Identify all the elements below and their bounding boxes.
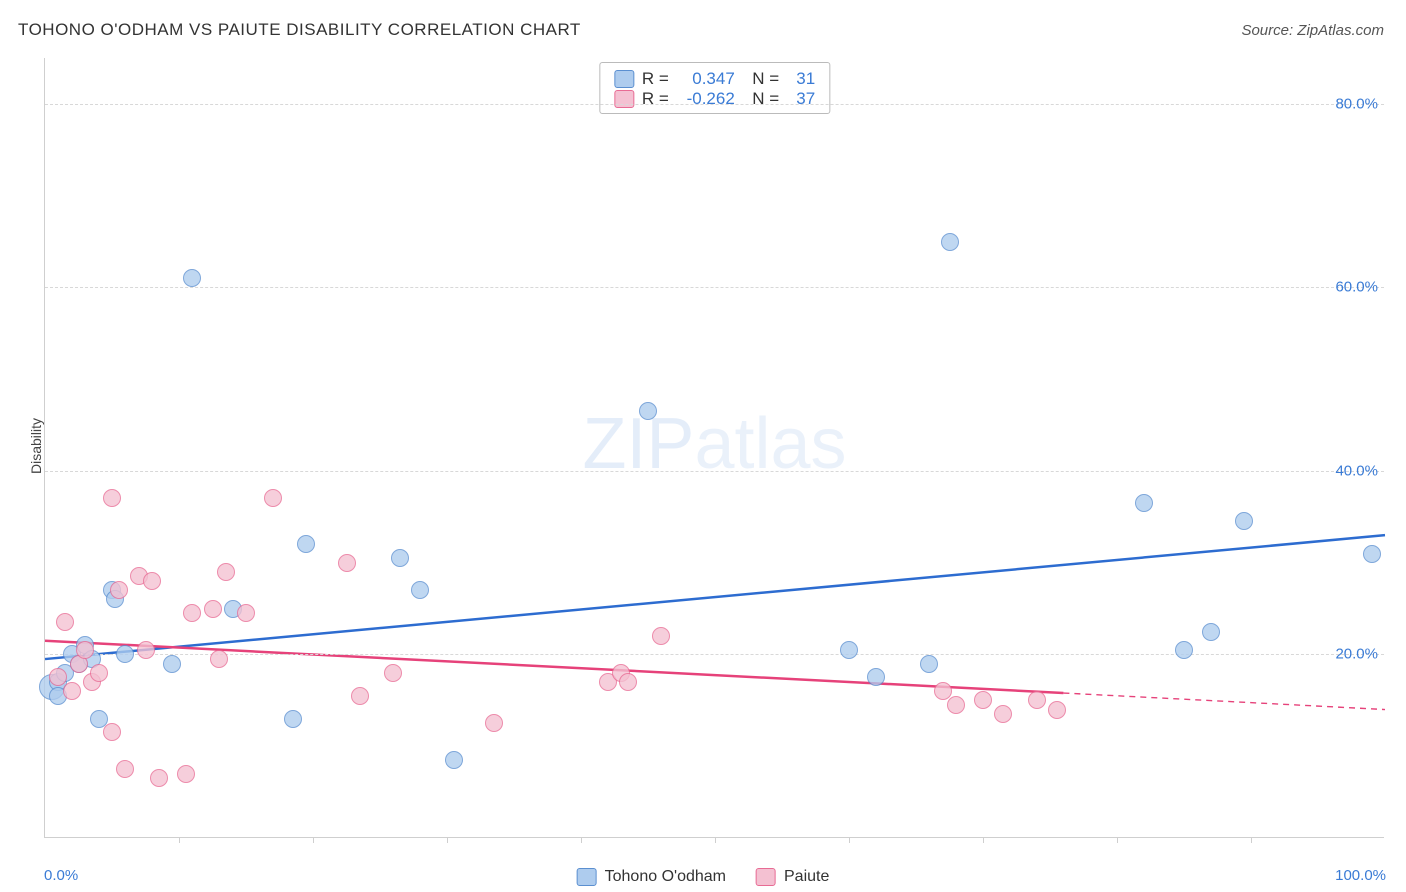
scatter-point: [485, 714, 503, 732]
scatter-point: [840, 641, 858, 659]
scatter-point: [177, 765, 195, 783]
scatter-point: [63, 682, 81, 700]
scatter-point: [183, 269, 201, 287]
scatter-point: [56, 613, 74, 631]
y-axis-tick: 20.0%: [1335, 646, 1378, 663]
scatter-point: [103, 489, 121, 507]
scatter-point: [947, 696, 965, 714]
scatter-point: [1048, 701, 1066, 719]
trend-line: [45, 641, 1063, 693]
x-axis-tick-start: 0.0%: [44, 867, 78, 884]
y-axis-tick: 80.0%: [1335, 95, 1378, 112]
scatter-point: [619, 673, 637, 691]
scatter-point: [137, 641, 155, 659]
scatter-point: [284, 710, 302, 728]
scatter-point: [1235, 512, 1253, 530]
scatter-point: [116, 760, 134, 778]
chart-container: TOHONO O'ODHAM VS PAIUTE DISABILITY CORR…: [0, 0, 1406, 892]
x-axis-tick-end: 100.0%: [1335, 867, 1386, 884]
scatter-point: [163, 655, 181, 673]
scatter-point: [411, 581, 429, 599]
plot-area: ZIPatlas R = 0.347 N = 31R = -0.262 N = …: [44, 58, 1384, 838]
trend-lines: [45, 58, 1385, 838]
scatter-point: [867, 668, 885, 686]
scatter-point: [384, 664, 402, 682]
x-axis-minor-tick: [983, 837, 984, 843]
scatter-point: [103, 723, 121, 741]
scatter-point: [1202, 623, 1220, 641]
x-axis-minor-tick: [715, 837, 716, 843]
y-axis-tick: 40.0%: [1335, 462, 1378, 479]
scatter-point: [974, 691, 992, 709]
scatter-point: [204, 600, 222, 618]
legend-swatch: [577, 868, 597, 886]
scatter-point: [237, 604, 255, 622]
series-legend: Tohono O'odham Paiute: [577, 868, 830, 886]
scatter-point: [941, 233, 959, 251]
scatter-point: [391, 549, 409, 567]
scatter-point: [116, 645, 134, 663]
trend-line-extrapolated: [1063, 693, 1385, 710]
scatter-point: [1028, 691, 1046, 709]
legend-label: Tohono O'odham: [605, 868, 726, 885]
scatter-point: [183, 604, 201, 622]
x-axis-minor-tick: [581, 837, 582, 843]
source-attribution: Source: ZipAtlas.com: [1241, 22, 1384, 39]
legend-item: Tohono O'odham: [577, 868, 726, 886]
scatter-point: [1363, 545, 1381, 563]
x-axis-minor-tick: [849, 837, 850, 843]
scatter-point: [76, 641, 94, 659]
gridline: [45, 287, 1384, 288]
scatter-point: [297, 535, 315, 553]
scatter-point: [1175, 641, 1193, 659]
chart-title: TOHONO O'ODHAM VS PAIUTE DISABILITY CORR…: [18, 20, 581, 40]
gridline: [45, 471, 1384, 472]
legend-item: Paiute: [756, 868, 829, 886]
scatter-point: [90, 664, 108, 682]
x-axis-minor-tick: [1251, 837, 1252, 843]
scatter-point: [264, 489, 282, 507]
y-axis-tick: 60.0%: [1335, 279, 1378, 296]
gridline: [45, 104, 1384, 105]
scatter-point: [338, 554, 356, 572]
x-axis-minor-tick: [313, 837, 314, 843]
scatter-point: [920, 655, 938, 673]
x-axis-minor-tick: [179, 837, 180, 843]
scatter-point: [994, 705, 1012, 723]
scatter-point: [351, 687, 369, 705]
scatter-point: [143, 572, 161, 590]
scatter-point: [445, 751, 463, 769]
scatter-point: [210, 650, 228, 668]
scatter-point: [1135, 494, 1153, 512]
legend-swatch: [756, 868, 776, 886]
scatter-point: [217, 563, 235, 581]
x-axis-minor-tick: [447, 837, 448, 843]
x-axis-minor-tick: [1117, 837, 1118, 843]
scatter-point: [150, 769, 168, 787]
scatter-point: [639, 402, 657, 420]
scatter-point: [652, 627, 670, 645]
scatter-point: [110, 581, 128, 599]
y-axis-label: Disability: [28, 418, 44, 474]
legend-label: Paiute: [784, 868, 829, 885]
